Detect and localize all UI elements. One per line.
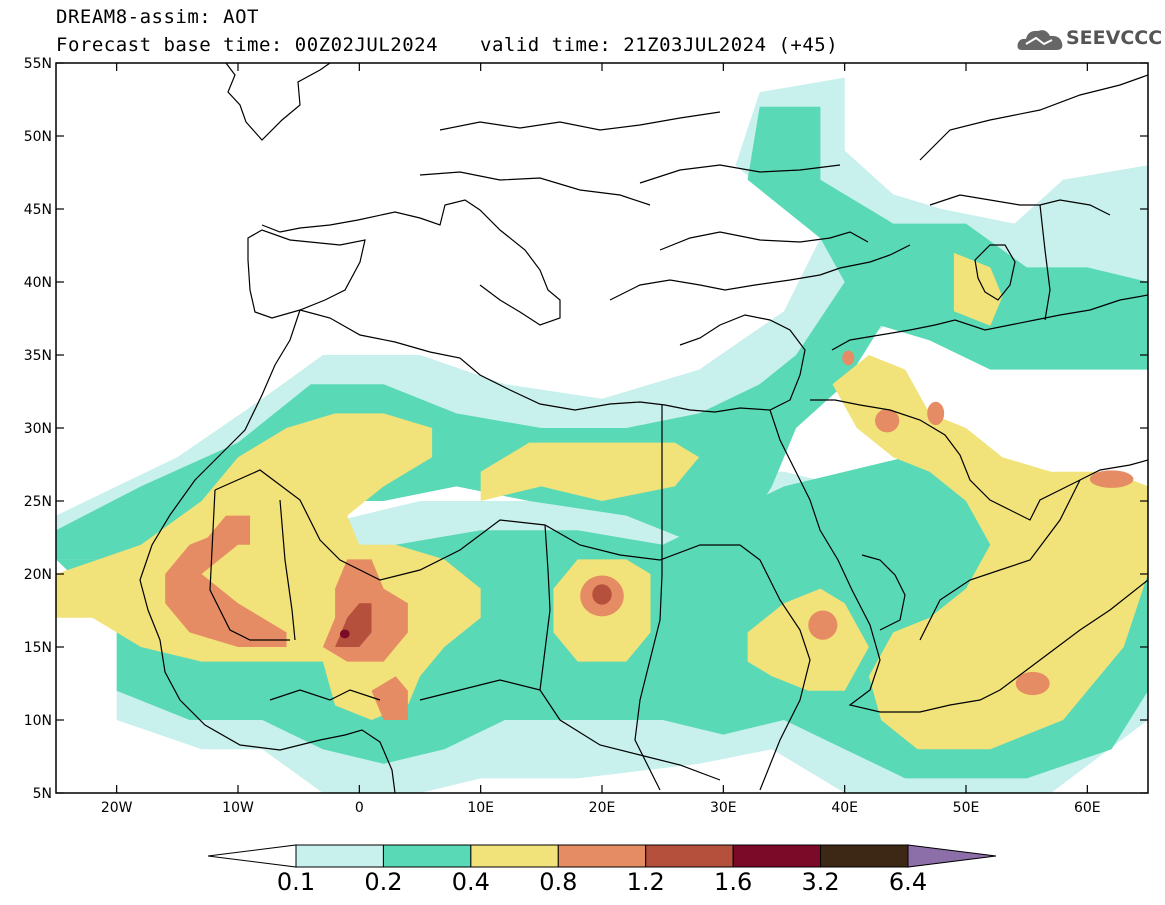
aot-region-c04-3: [747, 588, 869, 691]
lat-tick-label: 5N: [33, 786, 52, 802]
lat-tick-label: 25N: [24, 494, 52, 510]
aot-region-c08-0: [165, 530, 287, 647]
colorbar-label: 3.2: [801, 868, 840, 896]
colorbar-box: [470, 844, 559, 868]
aot-region-c08-3: [371, 676, 408, 720]
colorbar: [207, 844, 997, 868]
colorbar-label: 0.1: [276, 868, 316, 896]
colorbar-label: 1.2: [626, 868, 665, 896]
aot-region-c08-1: [201, 515, 251, 545]
lat-tick-label: 35N: [24, 348, 52, 364]
colorbar-box: [295, 844, 384, 868]
colorbar-box: [557, 844, 647, 868]
latitude-axis: 5N 10N 15N 20N 25N 30N 35N 40N 45N 50N 55N: [24, 56, 1148, 802]
lon-tick-label: 50E: [953, 800, 980, 816]
colorbar-box: [820, 844, 909, 868]
lat-tick-label: 40N: [24, 275, 52, 291]
cloud-icon: [1017, 30, 1063, 50]
aot-region-c08-10: [1089, 470, 1134, 488]
forecast-base-time: Forecast base time: 00Z02JUL2024: [56, 34, 439, 56]
colorbar-label: 0.8: [539, 868, 578, 896]
lon-tick-label: 40E: [831, 800, 858, 816]
colorbar-label: 0.4: [451, 868, 490, 896]
lat-tick-label: 20N: [24, 567, 52, 583]
aot-field: [56, 77, 1148, 793]
colorbar-right-arrow: [907, 844, 997, 868]
colorbar-boxes: [295, 844, 909, 868]
lon-tick-label: 60E: [1074, 800, 1101, 816]
lat-tick-label: 50N: [24, 129, 52, 145]
lat-tick-label: 10N: [24, 713, 52, 729]
seevccc-logo: SEEVCCC: [1016, 24, 1162, 56]
aot-region-c08-5: [808, 610, 838, 640]
lat-tick-label: 55N: [24, 56, 52, 72]
aot-region-c08-7: [927, 401, 945, 426]
map-title: DREAM8-assim: AOT: [56, 6, 259, 28]
aot-region-c04-5: [953, 252, 1003, 326]
aot-region-c01-0: [56, 77, 1148, 574]
lon-tick-label: 10E: [467, 800, 494, 816]
aot-region-c08-6: [875, 409, 900, 433]
colorbar-label: 1.6: [714, 868, 753, 896]
lon-tick-label: 10W: [222, 800, 254, 816]
longitude-axis: 20W 10W 0 10E 20E 30E 40E 50E 60E: [101, 63, 1101, 816]
aot-region-c16-0: [339, 629, 350, 639]
lat-tick-label: 45N: [24, 202, 52, 218]
lon-tick-label: 30E: [710, 800, 737, 816]
aot-region-c08-9: [1015, 671, 1050, 696]
colorbar-left-arrow: [207, 844, 297, 868]
colorbar-label: 0.2: [364, 868, 403, 896]
lat-tick-label: 30N: [24, 421, 52, 437]
colorbar-box: [382, 844, 472, 868]
colorbar-box: [732, 844, 822, 868]
colorbar-box: [645, 844, 734, 868]
aot-region-c08-8: [842, 350, 855, 366]
lon-tick-label: 20E: [589, 800, 616, 816]
lon-tick-label: 0: [355, 800, 364, 816]
colorbar-label: 6.4: [888, 868, 928, 896]
lon-tick-label: 20W: [101, 800, 133, 816]
lat-tick-label: 15N: [24, 640, 52, 656]
logo-text: SEEVCCC: [1066, 27, 1163, 49]
aot-contour-c16: [339, 629, 350, 639]
coastlines: [139, 63, 1148, 793]
aot-region-c04-1: [480, 442, 700, 501]
valid-time: valid time: 21Z03JUL2024 (+45): [480, 34, 839, 56]
aot-region-c12-1: [592, 584, 612, 605]
aot-region-c04-4: [832, 355, 1148, 750]
